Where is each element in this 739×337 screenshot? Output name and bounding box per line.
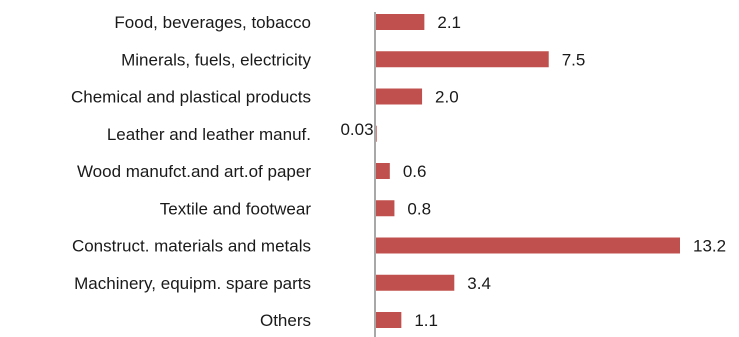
value-label: 0.03	[340, 120, 373, 139]
value-label: 0.6	[403, 162, 427, 181]
bar	[376, 14, 425, 30]
value-label: 13.2	[693, 237, 726, 256]
category-labels: Food, beverages, tobacco Minerals, fuels,…	[71, 13, 312, 330]
category-label: Food, beverages, tobacco	[114, 13, 311, 32]
value-label: 0.8	[407, 199, 431, 218]
bar	[376, 88, 423, 105]
bar	[376, 312, 402, 328]
bar	[376, 51, 549, 68]
bar	[376, 274, 455, 291]
bars	[376, 14, 680, 328]
value-label: 3.4	[467, 274, 491, 293]
category-label: Textile and footwear	[160, 199, 312, 218]
category-label: Chemical and plastical products	[71, 88, 311, 107]
category-label: Machinery, equipm. spare parts	[74, 274, 311, 293]
category-label: Wood manufct.and art.of paper	[77, 162, 311, 181]
value-label: 2.1	[437, 13, 461, 32]
category-label: Others	[260, 311, 311, 330]
value-label: 1.1	[414, 311, 438, 330]
value-label: 2.0	[435, 88, 459, 107]
bar	[376, 237, 680, 254]
category-label: Construct. materials and metals	[72, 237, 311, 256]
category-label: Leather and leather manuf.	[107, 125, 311, 144]
category-label: Minerals, fuels, electricity	[121, 50, 311, 69]
value-labels: 2.1 7.5 2.0 0.03 0.6 0.8 13.2 3.4 1.1	[340, 13, 726, 330]
bar	[376, 200, 395, 217]
bar	[376, 163, 390, 179]
bar	[376, 125, 377, 142]
value-label: 7.5	[562, 50, 586, 69]
